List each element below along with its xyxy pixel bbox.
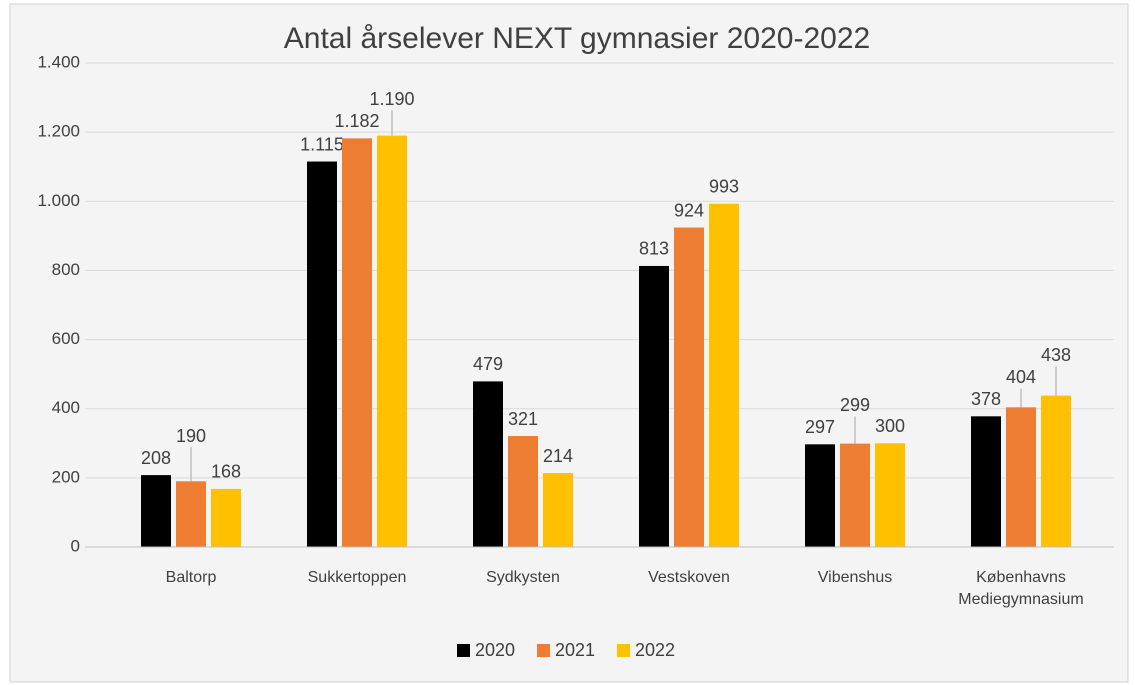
- x-tick-label: Vibenshus: [817, 569, 893, 586]
- bar: [473, 381, 503, 547]
- x-tick-label: Sydkysten: [486, 569, 560, 586]
- bar: [1041, 395, 1071, 547]
- bar: [709, 203, 739, 547]
- chart-title: Antal årselever NEXT gymnasier 2020-2022: [284, 22, 870, 55]
- data-label: 297: [805, 417, 835, 437]
- data-label: 993: [709, 176, 739, 196]
- data-label: 438: [1041, 345, 1071, 365]
- y-tick-label: 200: [52, 467, 80, 486]
- data-label: 1.190: [369, 89, 414, 109]
- data-label: 378: [971, 389, 1001, 409]
- chart-background: [9, 3, 1129, 683]
- data-label: 813: [639, 239, 669, 259]
- bar: [805, 444, 835, 547]
- y-tick-label: 1.200: [37, 122, 80, 141]
- y-tick-label: 1.400: [37, 52, 80, 71]
- bar: [377, 135, 407, 547]
- bar: [307, 161, 337, 547]
- bar: [971, 416, 1001, 547]
- data-label: 1.182: [334, 111, 379, 131]
- y-tick-label: 400: [52, 398, 80, 417]
- y-tick-label: 600: [52, 329, 80, 348]
- x-tick-label: Københavns Mediegymnasium: [958, 569, 1084, 608]
- y-tick-label: 0: [71, 536, 80, 555]
- bar: [342, 138, 372, 547]
- legend-swatch: [617, 644, 630, 657]
- data-label: 404: [1006, 367, 1036, 387]
- data-label: 299: [840, 395, 870, 415]
- bar: [840, 443, 870, 547]
- legend-swatch: [537, 644, 550, 657]
- data-label: 924: [674, 200, 704, 220]
- bar: [639, 265, 669, 547]
- legend-label: 2021: [555, 640, 595, 660]
- bar: [1006, 407, 1036, 547]
- data-label: 168: [211, 462, 241, 482]
- bar: [141, 475, 171, 547]
- y-tick-label: 1.000: [37, 191, 80, 210]
- legend-label: 2022: [635, 640, 675, 660]
- bar: [875, 443, 905, 547]
- bar: [543, 473, 573, 547]
- bar: [211, 488, 241, 547]
- legend-label: 2020: [475, 640, 515, 660]
- data-label: 321: [508, 409, 538, 429]
- data-label: 208: [141, 448, 171, 468]
- bar: [508, 436, 538, 547]
- data-label: 190: [176, 426, 206, 446]
- x-tick-label: Vestskoven: [648, 569, 730, 586]
- data-label: 479: [473, 354, 503, 374]
- bar: [176, 481, 206, 547]
- x-tick-label: Baltorp: [165, 569, 217, 586]
- data-label: 300: [875, 416, 905, 436]
- legend-swatch: [457, 644, 470, 657]
- y-tick-label: 800: [52, 260, 80, 279]
- x-tick-label: Sukkertoppen: [307, 569, 407, 586]
- data-label: 214: [543, 446, 573, 466]
- bar: [674, 227, 704, 547]
- data-label: 1.115: [300, 134, 344, 154]
